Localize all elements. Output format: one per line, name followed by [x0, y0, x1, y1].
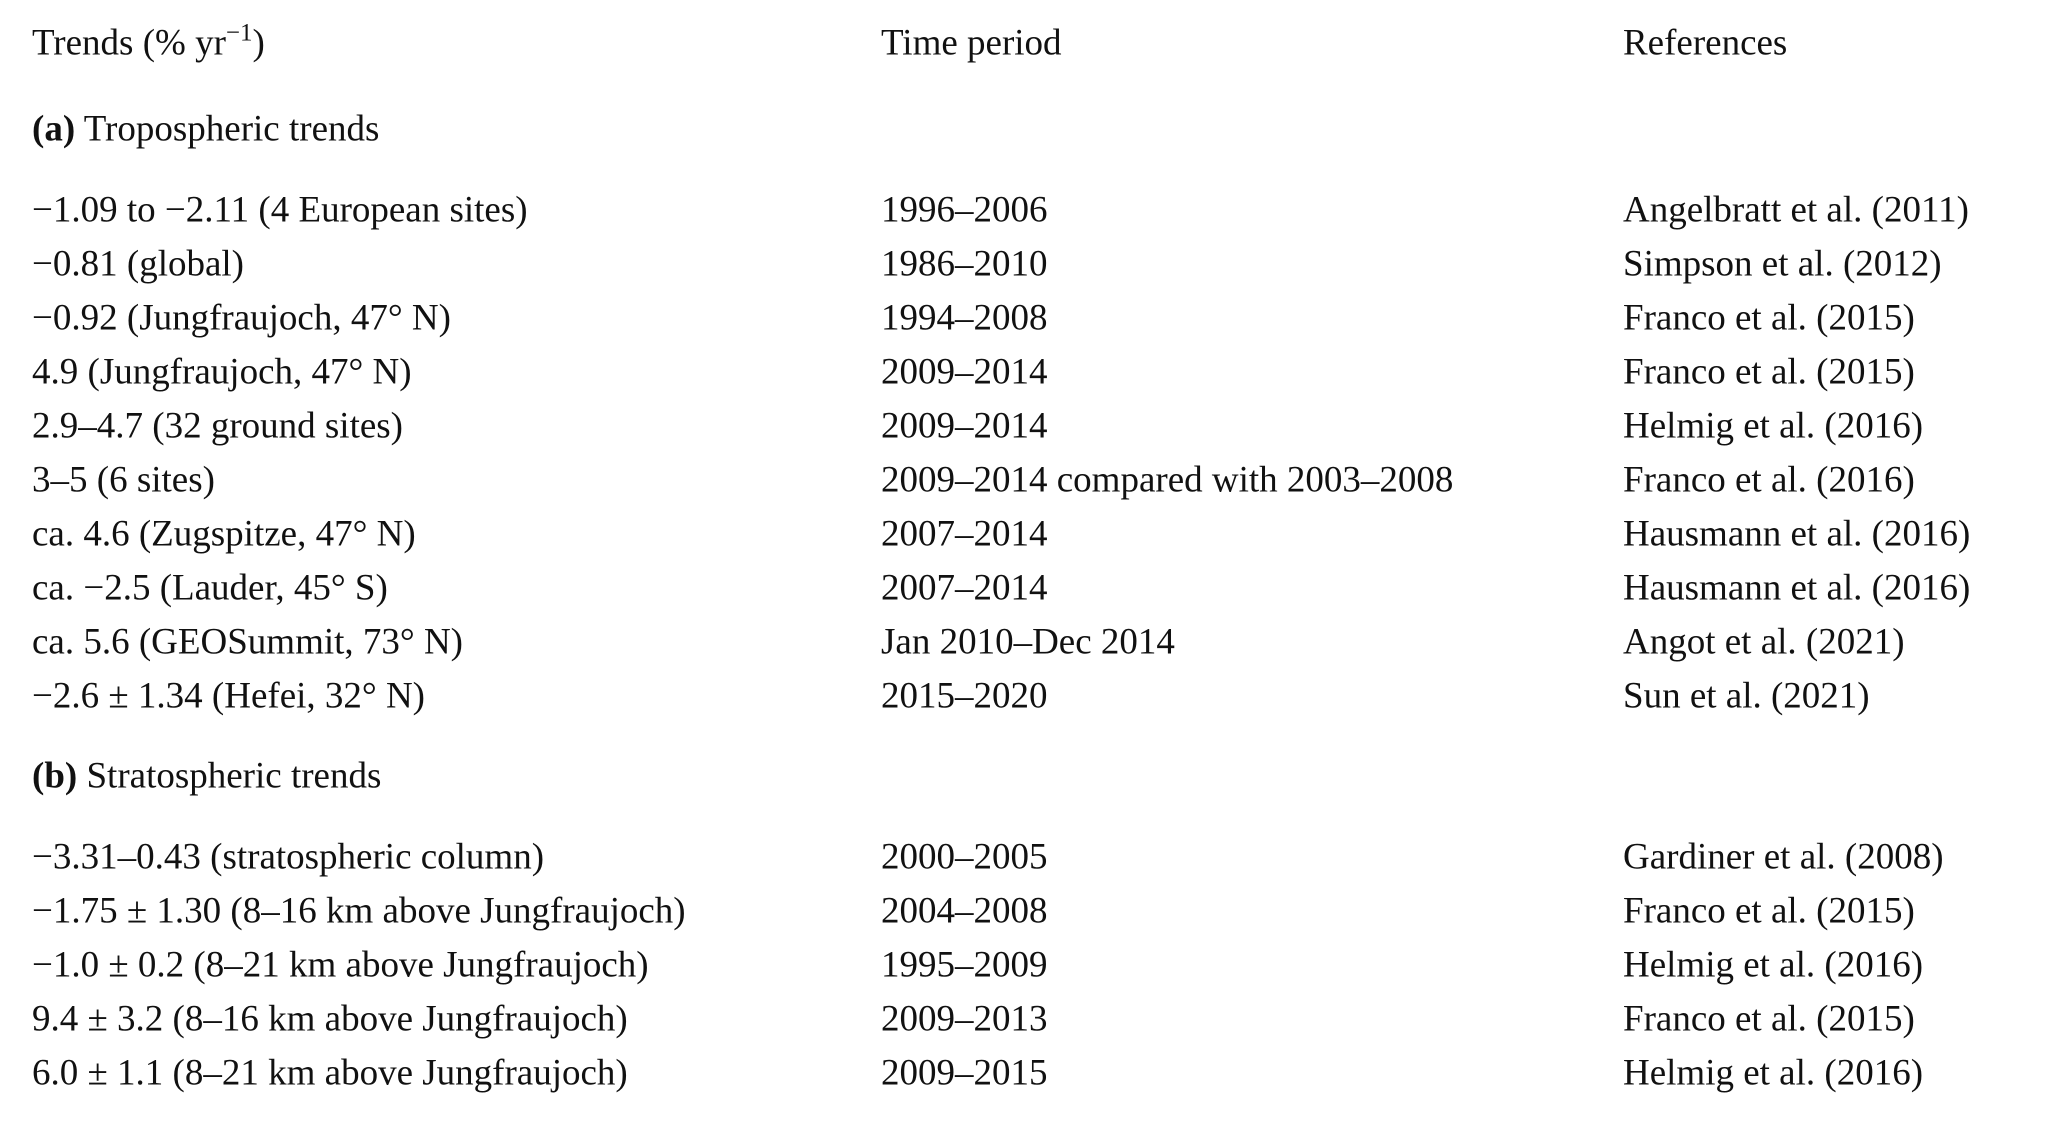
- header-text: Time period: [881, 22, 1062, 64]
- table-cell: −0.81 (global): [32, 243, 244, 285]
- table-cell: 4.9 (Jungfraujoch, 47° N): [32, 351, 412, 393]
- section-title-text: Tropospheric trends: [83, 108, 380, 150]
- table-cell: Franco et al. (2015): [1623, 998, 1915, 1040]
- table-cell: Simpson et al. (2012): [1623, 243, 1942, 285]
- column-header: Trends (% yr−1): [32, 21, 265, 64]
- section-tag: (a): [32, 108, 76, 150]
- section-title-text: Stratospheric trends: [86, 755, 382, 797]
- table-cell: −1.75 ± 1.30 (8–16 km above Jungfraujoch…: [32, 890, 686, 932]
- table-cell: Angelbratt et al. (2011): [1623, 189, 1969, 231]
- table-cell: 2007–2014: [881, 513, 1048, 555]
- table-cell: 2004–2008: [881, 890, 1048, 932]
- table-cell: ca. 5.6 (GEOSummit, 73° N): [32, 621, 463, 663]
- table-cell: Hausmann et al. (2016): [1623, 513, 1971, 555]
- table-cell: Helmig et al. (2016): [1623, 1052, 1924, 1094]
- table-cell: 2015–2020: [881, 675, 1048, 717]
- table-cell: Franco et al. (2016): [1623, 459, 1915, 501]
- header-text: Trends (% yr: [32, 22, 226, 64]
- header-text: References: [1623, 22, 1788, 64]
- table-cell: −3.31–0.43 (stratospheric column): [32, 836, 545, 878]
- table-cell: Franco et al. (2015): [1623, 890, 1915, 932]
- table-cell: Hausmann et al. (2016): [1623, 567, 1971, 609]
- table-cell: ca. 4.6 (Zugspitze, 47° N): [32, 513, 416, 555]
- table-cell: 2009–2013: [881, 998, 1048, 1040]
- table-cell: 2009–2014: [881, 405, 1048, 447]
- table-cell: −2.6 ± 1.34 (Hefei, 32° N): [32, 675, 425, 717]
- table-cell: −1.09 to −2.11 (4 European sites): [32, 189, 528, 231]
- table-cell: 9.4 ± 3.2 (8–16 km above Jungfraujoch): [32, 998, 628, 1040]
- section-title: (a) Tropospheric trends: [32, 111, 379, 148]
- table-cell: 1996–2006: [881, 189, 1048, 231]
- table-cell: 1995–2009: [881, 944, 1048, 986]
- table-cell: Angot et al. (2021): [1623, 621, 1905, 663]
- table-cell: Gardiner et al. (2008): [1623, 836, 1944, 878]
- section-title: (b) Stratospheric trends: [32, 758, 381, 795]
- table-cell: Helmig et al. (2016): [1623, 405, 1924, 447]
- table-cell: Sun et al. (2021): [1623, 675, 1870, 717]
- table-cell: 1994–2008: [881, 297, 1048, 339]
- table-cell: 2.9–4.7 (32 ground sites): [32, 405, 403, 447]
- table-cell: −1.0 ± 0.2 (8–21 km above Jungfraujoch): [32, 944, 649, 986]
- column-header: References: [1623, 25, 1787, 62]
- table-cell: −0.92 (Jungfraujoch, 47° N): [32, 297, 451, 339]
- table-cell: 1986–2010: [881, 243, 1048, 285]
- table-cell: 2009–2014: [881, 351, 1048, 393]
- table-cell: 2000–2005: [881, 836, 1048, 878]
- column-header: Time period: [881, 25, 1062, 62]
- header-text: ): [252, 22, 265, 64]
- table-cell: 2009–2015: [881, 1052, 1048, 1094]
- section-tag: (b): [32, 755, 78, 797]
- table-cell: Jan 2010–Dec 2014: [881, 621, 1175, 663]
- table-cell: 3–5 (6 sites): [32, 459, 215, 501]
- table-cell: Franco et al. (2015): [1623, 351, 1915, 393]
- header-superscript: −1: [225, 19, 253, 47]
- table-cell: Helmig et al. (2016): [1623, 944, 1924, 986]
- table-cell: 2007–2014: [881, 567, 1048, 609]
- table-cell: ca. −2.5 (Lauder, 45° S): [32, 567, 388, 609]
- table-cell: Franco et al. (2015): [1623, 297, 1915, 339]
- table-cell: 6.0 ± 1.1 (8–21 km above Jungfraujoch): [32, 1052, 628, 1094]
- table-cell: 2009–2014 compared with 2003–2008: [881, 459, 1454, 501]
- rule: [0, 10, 2067, 12]
